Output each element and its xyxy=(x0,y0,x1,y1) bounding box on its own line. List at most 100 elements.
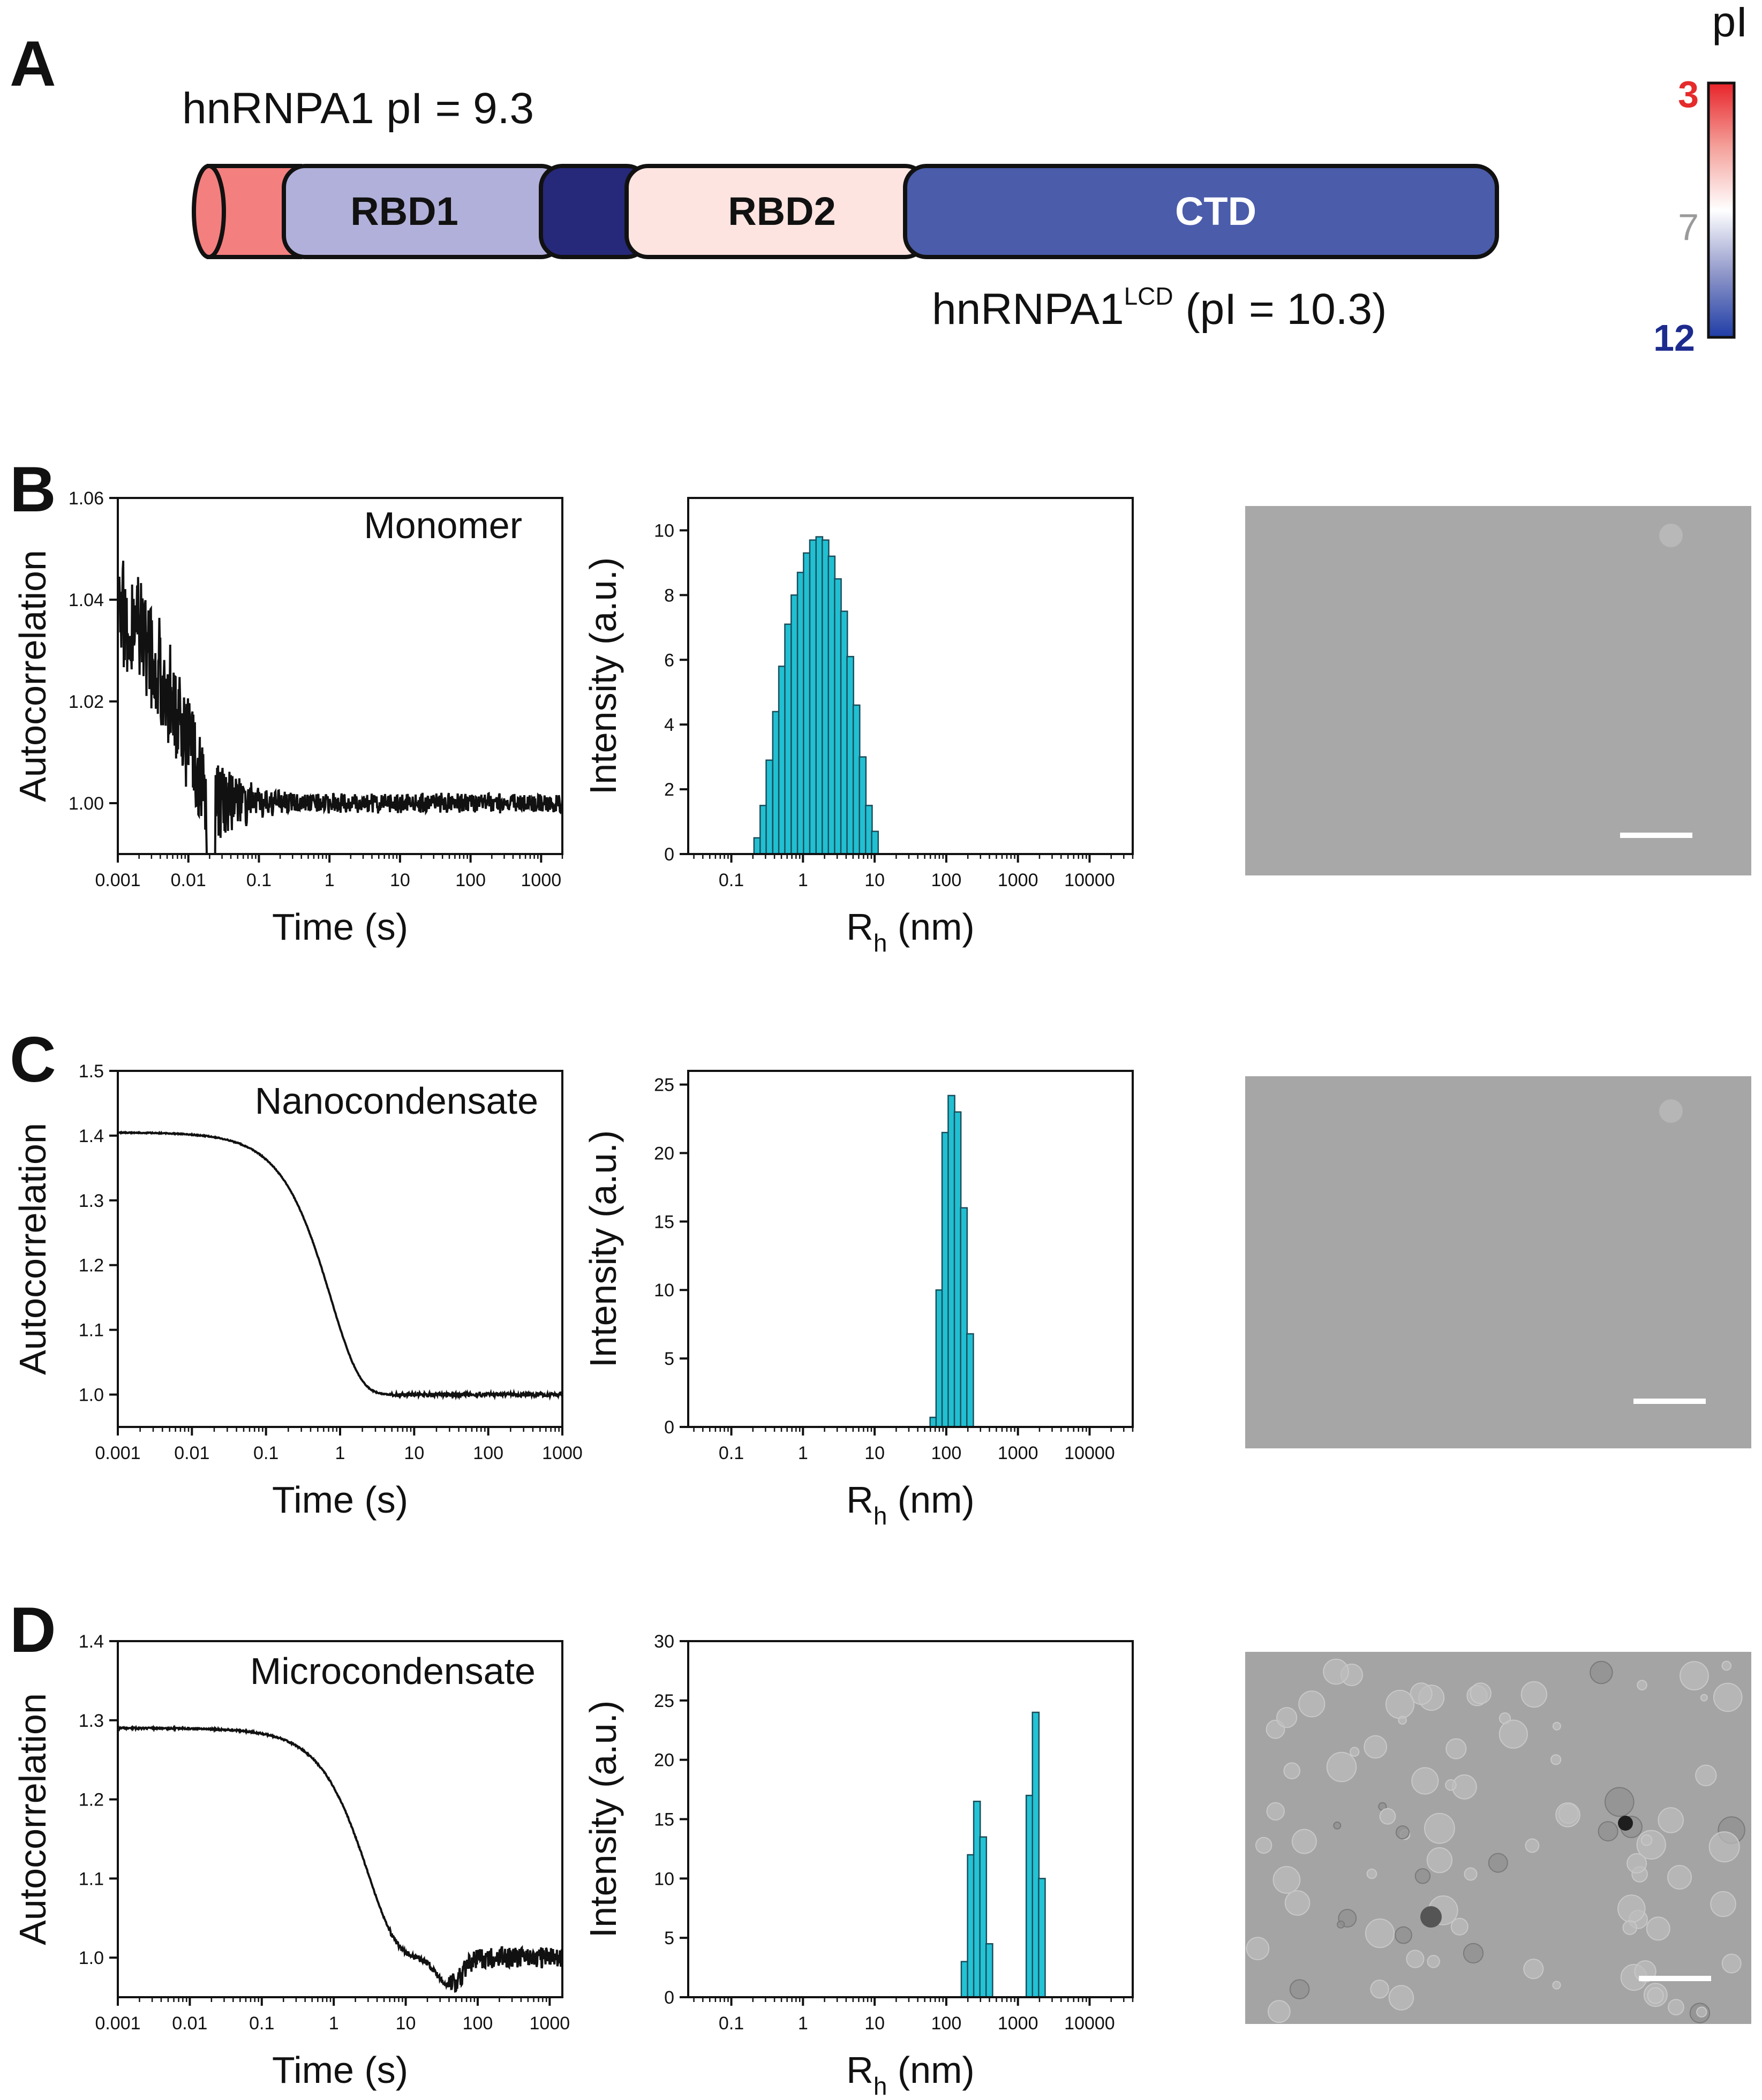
domain-label-rbd1: RBD1 xyxy=(350,189,458,233)
x-tick-label: 10000 xyxy=(1064,1443,1115,1463)
panel-letter-a: A xyxy=(10,28,56,100)
chart-c-size-distribution: 0.1 1 10 100 1000 10000 0 5 10 15 20 25 Rh (nm) Inten… xyxy=(582,1070,1134,1530)
chart-b-size-distribution: 0.1 1 10 100 1000 10000 0 2 4 6 8 10 Rh (nm) Intensit… xyxy=(582,497,1134,957)
droplet xyxy=(1289,1979,1310,1999)
x-tick-label: 10 xyxy=(864,1443,885,1463)
colorbar-mid-label: 7 xyxy=(1678,206,1699,248)
droplet xyxy=(1488,1853,1508,1873)
micrograph-b-background xyxy=(1245,506,1751,875)
droplet xyxy=(1426,1847,1453,1874)
x-tick-label: 0.01 xyxy=(174,1443,209,1463)
droplet xyxy=(1598,1821,1618,1842)
droplet xyxy=(1667,1865,1692,1890)
chart-annotation: Microcondensate xyxy=(250,1650,536,1692)
x-tick-label: 0.001 xyxy=(95,2013,140,2034)
chart-annotation: Monomer xyxy=(364,504,522,546)
y-axis-title: Autocorrelation xyxy=(12,1123,54,1375)
droplet xyxy=(1266,1802,1285,1821)
droplet xyxy=(1605,1787,1635,1817)
droplet xyxy=(1708,1831,1740,1863)
y-tick-label: 8 xyxy=(664,585,674,606)
droplet xyxy=(1550,1754,1562,1765)
x-tick-label: 1 xyxy=(335,1443,345,1463)
droplet xyxy=(1627,1853,1647,1874)
droplet xyxy=(1700,1694,1708,1702)
y-tick-label: 1.1 xyxy=(79,1869,104,1889)
x-tick-label: 10000 xyxy=(1064,870,1115,890)
bar xyxy=(846,655,854,855)
droplet xyxy=(1272,1866,1301,1894)
droplet xyxy=(1291,1829,1317,1854)
y-tick-label: 1.2 xyxy=(79,1256,104,1276)
droplet xyxy=(1276,1707,1298,1728)
y-tick-label: 5 xyxy=(664,1349,674,1369)
x-tick-label: 0.1 xyxy=(719,1443,744,1463)
y-tick-label: 10 xyxy=(654,520,674,541)
y-tick-label: 0 xyxy=(664,1988,674,2008)
x-tick-label: 10 xyxy=(864,2013,885,2034)
x-tick-label: 10 xyxy=(396,2013,416,2034)
droplet xyxy=(1470,1682,1492,1704)
y-axis-title: Intensity (a.u.) xyxy=(582,557,624,795)
x-axis-title: Rh (nm) xyxy=(846,1479,974,1530)
chart-d-autocorrelation: 0.001 0.01 0.1 1 10 100 1000 1.0 1.1 1.2 1.3 1.4 Tim… xyxy=(12,1631,570,2091)
x-tick-label: 1 xyxy=(798,2013,808,2034)
panel-letter-b: B xyxy=(10,454,56,525)
droplet xyxy=(1617,1894,1646,1923)
droplet xyxy=(1555,1802,1580,1827)
autocorrelation-curve xyxy=(118,561,562,854)
bar xyxy=(1038,1878,1046,1998)
droplet xyxy=(1640,1834,1653,1846)
x-tick-label: 0.1 xyxy=(253,1443,278,1463)
plot-frame xyxy=(687,1070,1134,1428)
chart-annotation: Nanocondensate xyxy=(255,1080,538,1122)
droplet xyxy=(1445,1738,1467,1759)
y-tick-label: 1.3 xyxy=(79,1191,104,1211)
x-tick-label: 10000 xyxy=(1064,2013,1115,2034)
bar xyxy=(871,830,879,855)
y-axis-title: Autocorrelation xyxy=(12,1693,54,1945)
x-tick-label: 1 xyxy=(798,1443,808,1463)
x-tick-label: 10 xyxy=(404,1443,424,1463)
x-tick-label: 0.1 xyxy=(249,2013,274,2034)
x-tick-label: 1000 xyxy=(542,1443,583,1463)
lcd-superscript: LCD xyxy=(1124,282,1173,310)
bar xyxy=(960,1961,969,1998)
y-tick-label: 5 xyxy=(664,1928,674,1948)
y-tick-label: 6 xyxy=(664,650,674,670)
droplet xyxy=(1284,1890,1311,1916)
droplet xyxy=(1647,1987,1664,2004)
bar xyxy=(827,555,836,855)
bar xyxy=(765,759,773,855)
bar xyxy=(784,623,792,855)
droplet xyxy=(1590,1660,1613,1684)
y-tick-label: 15 xyxy=(654,1212,674,1232)
x-tick-label: 100 xyxy=(931,2013,962,2034)
x-tick-label: 1 xyxy=(329,2013,339,2034)
droplet xyxy=(1365,1918,1395,1948)
colorbar-max-label: 3 xyxy=(1678,73,1699,115)
y-tick-label: 30 xyxy=(654,1631,674,1652)
plot-frame xyxy=(117,497,563,855)
y-tick-label: 1.04 xyxy=(69,590,104,610)
droplet xyxy=(1464,1867,1478,1881)
x-axis-title: Time (s) xyxy=(272,2049,408,2091)
y-tick-label: 10 xyxy=(654,1869,674,1889)
droplet xyxy=(1379,1808,1396,1825)
droplet xyxy=(1680,1661,1709,1691)
y-tick-label: 1.0 xyxy=(79,1385,104,1406)
droplet xyxy=(1523,1959,1544,1980)
droplet xyxy=(1713,1682,1743,1712)
scale-bar-c xyxy=(1633,1399,1706,1404)
plot-frame xyxy=(117,1070,563,1428)
bar xyxy=(960,1207,968,1428)
domain-ctd xyxy=(903,164,1499,259)
x-tick-label: 0.01 xyxy=(172,2013,207,2034)
y-tick-label: 15 xyxy=(654,1810,674,1830)
micrograph-c-background xyxy=(1245,1076,1751,1448)
lcd-name: hnRNPA1 xyxy=(932,285,1124,334)
droplet xyxy=(1267,2000,1291,2023)
y-tick-label: 1.2 xyxy=(79,1790,104,1810)
bar xyxy=(809,539,817,855)
x-tick-label: 10 xyxy=(390,870,410,890)
